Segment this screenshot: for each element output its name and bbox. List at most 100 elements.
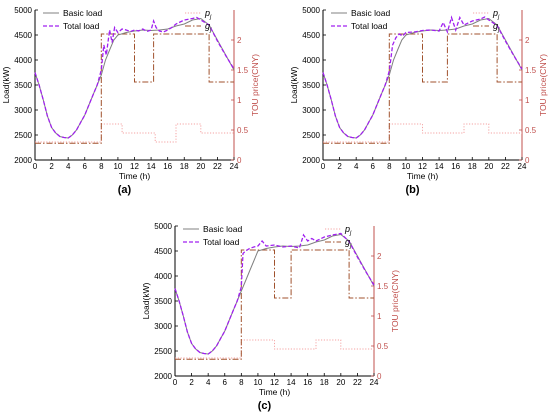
legend-label-pj: pj [492, 8, 500, 21]
legend-label-pj-sub: j [349, 231, 352, 237]
y2-tick-label: 1.5 [377, 282, 389, 291]
x-tick-label: 4 [354, 162, 359, 171]
x-tick-label: 12 [270, 378, 279, 387]
x-tick-label: 22 [213, 162, 222, 171]
y-axis-title: Load(kW) [289, 66, 299, 103]
y2-tick-label: 2 [237, 36, 242, 45]
x-axis-title: Time (h) [407, 171, 438, 181]
y-tick-label: 3000 [14, 106, 32, 115]
y-tick-label: 5000 [14, 6, 32, 15]
chart-panel: 0 2 4 6 8 10 12 14 16 18 20 22 242000250030003500400… [141, 222, 400, 412]
legend-label-gj-sub: j [349, 244, 352, 250]
legend-label-gj: gj [345, 237, 352, 250]
x-tick-label: 20 [196, 162, 205, 171]
x-tick-label: 4 [66, 162, 71, 171]
x-tick-label: 16 [163, 162, 172, 171]
x-tick-label: 12 [130, 162, 139, 171]
x-tick-label: 14 [147, 162, 156, 171]
x-tick-label: 24 [370, 378, 379, 387]
legend-label-pj: pj [344, 224, 352, 237]
legend-label-pj: pj [204, 8, 212, 21]
legend-label-gj: gj [205, 21, 212, 34]
x-axis-title: Time (h) [259, 387, 290, 397]
y2-tick-label: 1 [525, 96, 530, 105]
x-tick-label: 10 [113, 162, 122, 171]
x-tick-label: 10 [253, 378, 262, 387]
x-tick-label: 6 [223, 378, 228, 387]
legend-label-pj-sub: j [209, 15, 212, 21]
series-line-dash-dot [35, 33, 234, 144]
y-tick-label: 3500 [154, 297, 172, 306]
x-tick-label: 14 [435, 162, 444, 171]
y2-tick-label: 0.5 [237, 126, 249, 135]
series-line-dotted [175, 339, 374, 359]
y2-tick-label: 0.5 [525, 126, 537, 135]
y2-tick-label: 1 [377, 312, 382, 321]
legend-label-basic-load: Basic load [203, 224, 242, 234]
y-tick-label: 2500 [14, 131, 32, 140]
y-tick-label: 2000 [14, 156, 32, 165]
y2-tick-label: 1.5 [525, 66, 537, 75]
y-tick-label: 3000 [302, 106, 320, 115]
panel-caption: (c) [258, 400, 272, 412]
x-tick-label: 20 [336, 378, 345, 387]
y2-tick-label: 0 [377, 372, 382, 381]
x-tick-label: 18 [320, 378, 329, 387]
x-tick-label: 6 [371, 162, 376, 171]
x-tick-label: 2 [337, 162, 342, 171]
y-tick-label: 4500 [14, 31, 32, 40]
panel-caption: (a) [118, 184, 132, 196]
x-tick-label: 4 [206, 378, 211, 387]
y-tick-label: 2000 [154, 372, 172, 381]
x-tick-label: 8 [239, 378, 244, 387]
x-tick-label: 10 [401, 162, 410, 171]
y-axis-title: Load(kW) [141, 282, 151, 319]
chart-panel: 0 2 4 6 8 10 12 14 16 18 20 22 242000250030003500400… [289, 6, 548, 196]
series-line-dash-dot [323, 33, 522, 144]
x-tick-label: 0 [321, 162, 326, 171]
x-tick-label: 2 [189, 378, 194, 387]
legend-label-pj-sub: j [497, 15, 500, 21]
y-tick-label: 5000 [302, 6, 320, 15]
x-tick-label: 18 [180, 162, 189, 171]
series-line-dash-dot [175, 249, 374, 360]
y-tick-label: 3000 [154, 322, 172, 331]
legend-label-basic-load: Basic load [351, 8, 390, 18]
legend-label-total-load: Total load [351, 21, 388, 31]
y2-tick-label: 1 [237, 96, 242, 105]
x-tick-label: 24 [518, 162, 527, 171]
legend-label-gj-sub: j [497, 28, 500, 34]
y-tick-label: 4000 [14, 56, 32, 65]
series-line-dotted [35, 123, 234, 143]
x-axis-title: Time (h) [119, 171, 150, 181]
chart-panel: 0 2 4 6 8 10 12 14 16 18 20 22 242000250030003500400… [1, 6, 260, 196]
y2-tick-label: 0 [525, 156, 530, 165]
x-tick-label: 16 [303, 378, 312, 387]
x-tick-label: 2 [49, 162, 54, 171]
y-tick-label: 2500 [154, 347, 172, 356]
legend-label-basic-load: Basic load [63, 8, 102, 18]
panel-caption: (b) [405, 184, 419, 196]
x-tick-label: 8 [99, 162, 104, 171]
legend-label-total-load: Total load [63, 21, 100, 31]
x-tick-label: 0 [173, 378, 178, 387]
y2-tick-label: 2 [525, 36, 530, 45]
y-tick-label: 2000 [302, 156, 320, 165]
y-axis-title: Load(kW) [1, 66, 11, 103]
x-tick-label: 22 [501, 162, 510, 171]
y2-axis-title: TOU price(CNY) [538, 54, 548, 116]
y2-tick-label: 1.5 [237, 66, 249, 75]
y2-tick-label: 2 [377, 252, 382, 261]
y2-tick-label: 0.5 [377, 342, 389, 351]
y2-axis-title: TOU price(CNY) [250, 54, 260, 116]
y-tick-label: 2500 [302, 131, 320, 140]
x-tick-label: 12 [418, 162, 427, 171]
series-line-dotted [323, 123, 522, 143]
y-tick-label: 4000 [154, 272, 172, 281]
y-tick-label: 3500 [14, 81, 32, 90]
y-tick-label: 4000 [302, 56, 320, 65]
x-tick-label: 0 [33, 162, 38, 171]
y-tick-label: 4500 [302, 31, 320, 40]
legend-label-total-load: Total load [203, 237, 240, 247]
